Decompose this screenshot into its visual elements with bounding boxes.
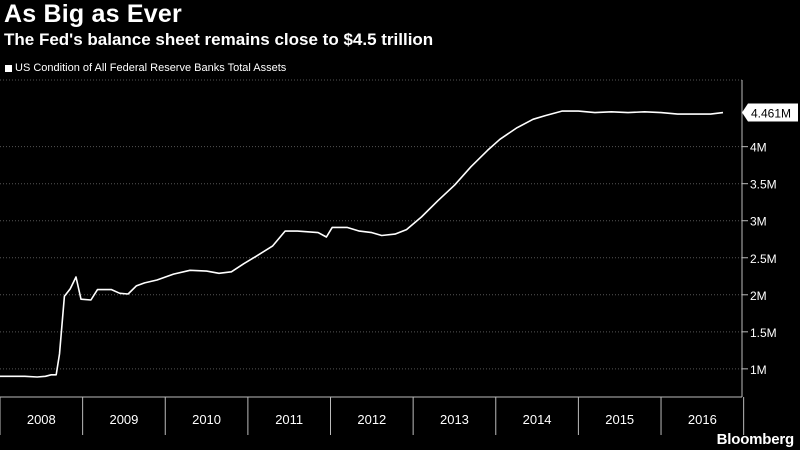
x-tick-label: 2015 — [605, 412, 634, 427]
series-line — [0, 110, 724, 378]
y-tick-label: 4M — [750, 141, 767, 155]
x-tick-label: 2008 — [27, 412, 56, 427]
series-layer — [0, 110, 724, 378]
chart-title: As Big as Ever — [4, 0, 182, 28]
y-tick-label: 3M — [750, 215, 767, 229]
bloomberg-logo: Bloomberg — [716, 431, 795, 448]
grid-lines — [0, 79, 742, 370]
x-tick-label: 2009 — [109, 412, 138, 427]
chart-subtitle: The Fed's balance sheet remains close to… — [4, 30, 434, 49]
last-value-box — [742, 103, 798, 122]
y-tick-label: 2.5M — [750, 252, 777, 266]
y-tick-label: 2M — [750, 289, 767, 303]
x-tick-label: 2012 — [357, 412, 386, 427]
legend-swatch — [5, 64, 12, 72]
x-tick-label: 2011 — [275, 412, 303, 427]
y-tick-label: 1M — [750, 363, 767, 377]
y-tick-label: 1.5M — [750, 326, 777, 340]
y-tick-label: 3.5M — [750, 178, 777, 192]
last-value-label: 4.461M — [751, 107, 791, 121]
last-value-marker: 4.461M — [742, 103, 798, 122]
x-tick-label: 2014 — [523, 412, 552, 427]
x-axis: 2008 2009 2010 2011 2012 2013 2014 2015 2016 — [0, 396, 745, 435]
x-tick-label: 2010 — [192, 412, 221, 427]
legend-label: US Condition of All Federal Reserve Bank… — [15, 62, 287, 74]
chart-legend: US Condition of All Federal Reserve Bank… — [5, 62, 286, 74]
y-axis: 1M 1.5M 2M 2.5M 3M 3.5M 4M — [741, 80, 777, 397]
x-tick-label: 2013 — [440, 412, 469, 427]
x-tick-label: 2016 — [688, 412, 717, 427]
